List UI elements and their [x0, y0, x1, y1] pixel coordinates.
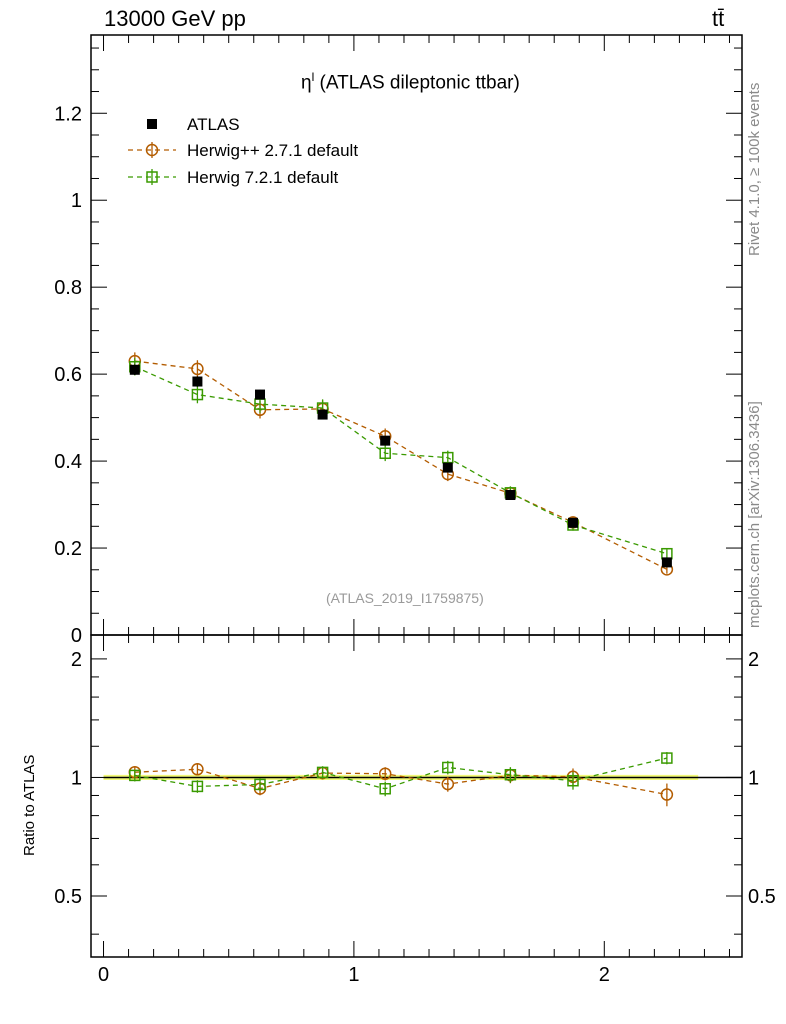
atlas-point: [442, 462, 453, 473]
legend-item-atlas: ATLAS: [147, 115, 240, 134]
ratio-ytick-label: 0.5: [54, 886, 82, 908]
herwig7-point: [379, 783, 391, 795]
ratio-series-herwigpp: [128, 763, 674, 807]
ratio-ytick-label: 2: [71, 649, 82, 671]
plot-title-symbol: η: [301, 72, 312, 94]
legend-label: Herwig++ 2.7.1 default: [187, 141, 358, 160]
legend-marker: [146, 171, 158, 183]
herwigpp-line: [134, 360, 668, 570]
ratio-ytick-label-right: 2: [748, 649, 759, 671]
herwig7-point: [254, 778, 266, 791]
ratio-ytick-label-right: 1: [748, 767, 759, 789]
legend-label: Herwig 7.2.1 default: [187, 168, 338, 187]
main-ytick-label: 0.6: [54, 364, 82, 386]
atlas-point: [661, 557, 672, 568]
herwig7-point: [379, 447, 391, 460]
energy-label: 13000 GeV pp: [104, 6, 246, 31]
herwig7-line: [134, 757, 668, 790]
atlas-point: [380, 435, 391, 446]
main-ytick-label: 0.8: [54, 277, 82, 299]
legend: ATLAS Herwig++ 2.7.1 default Herwig 7.2.1 …: [128, 115, 358, 187]
plot-title-text: (ATLAS dileptonic ttbar): [314, 72, 520, 94]
ratio-series-herwig7: [129, 752, 673, 797]
legend-item-herwig7: Herwig 7.2.1 default: [128, 168, 338, 187]
legend-marker: [147, 119, 157, 129]
herwigpp-line: [134, 768, 668, 796]
axis-ticks: [91, 35, 742, 957]
atlas-point: [567, 517, 578, 528]
legend-item-herwigpp: Herwig++ 2.7.1 default: [128, 141, 358, 160]
ratio-ytick-label: 1: [71, 767, 82, 789]
herwig7-point: [442, 761, 454, 774]
analysis-id: (ATLAS_2019_I1759875): [326, 590, 484, 606]
herwigpp-point: [660, 788, 674, 801]
herwig7-point: [129, 769, 141, 782]
herwig7-point: [661, 752, 673, 764]
xtick-label: 1: [348, 964, 359, 986]
atlas-point: [129, 364, 140, 375]
mcplots-label: mcplots.cern.ch [arXiv:1306.3436]: [746, 401, 763, 628]
ratio-y-axis-label: Ratio to ATLAS: [21, 754, 38, 856]
tick-labels: 00.20.40.60.811.20.5 0.51 12 20 1 2: [54, 103, 776, 986]
xtick-label: 2: [599, 964, 610, 986]
main-ytick-label: 1: [71, 190, 82, 212]
herwig7-point: [191, 780, 204, 793]
legend-marker: [145, 143, 159, 157]
herwigpp-point: [441, 777, 455, 791]
ratio-ytick-label-right: 0.5: [748, 886, 776, 908]
atlas-point: [317, 409, 328, 420]
main-series-herwigpp: [128, 352, 674, 576]
herwig7-point: [504, 768, 517, 781]
herwigpp-point: [191, 362, 204, 376]
main-series-herwig7: [129, 358, 673, 560]
ratio-panel-frame: [90, 634, 743, 958]
data-series: [128, 352, 674, 807]
ratio-uncertainty-band: [103, 774, 742, 781]
plot-title-superscript: l: [311, 70, 315, 84]
axis-frames: [90, 34, 743, 958]
herwigpp-point: [191, 763, 204, 776]
rivet-version-label: Rivet 4.1.0, ≥ 100k events: [746, 82, 763, 256]
herwig7-line: [134, 366, 668, 555]
atlas-point: [192, 376, 203, 387]
main-ytick-label: 0.4: [54, 451, 82, 473]
atlas-point: [505, 490, 516, 500]
main-series-atlas: [129, 364, 672, 568]
process-label: tt̄: [712, 6, 725, 31]
legend-label: ATLAS: [187, 115, 240, 134]
xtick-label: 0: [98, 964, 109, 986]
main-ytick-label: 1.2: [54, 103, 82, 125]
main-ytick-label: 0: [71, 625, 82, 647]
main-ytick-label: 0.2: [54, 538, 82, 560]
herwig7-point: [191, 388, 204, 401]
herwig7-point: [316, 766, 329, 779]
herwigpp-point: [378, 767, 392, 780]
plot-title: ηl (ATLAS dileptonic ttbar): [301, 70, 520, 94]
herwig7-point: [567, 774, 579, 787]
atlas-point: [255, 389, 266, 400]
